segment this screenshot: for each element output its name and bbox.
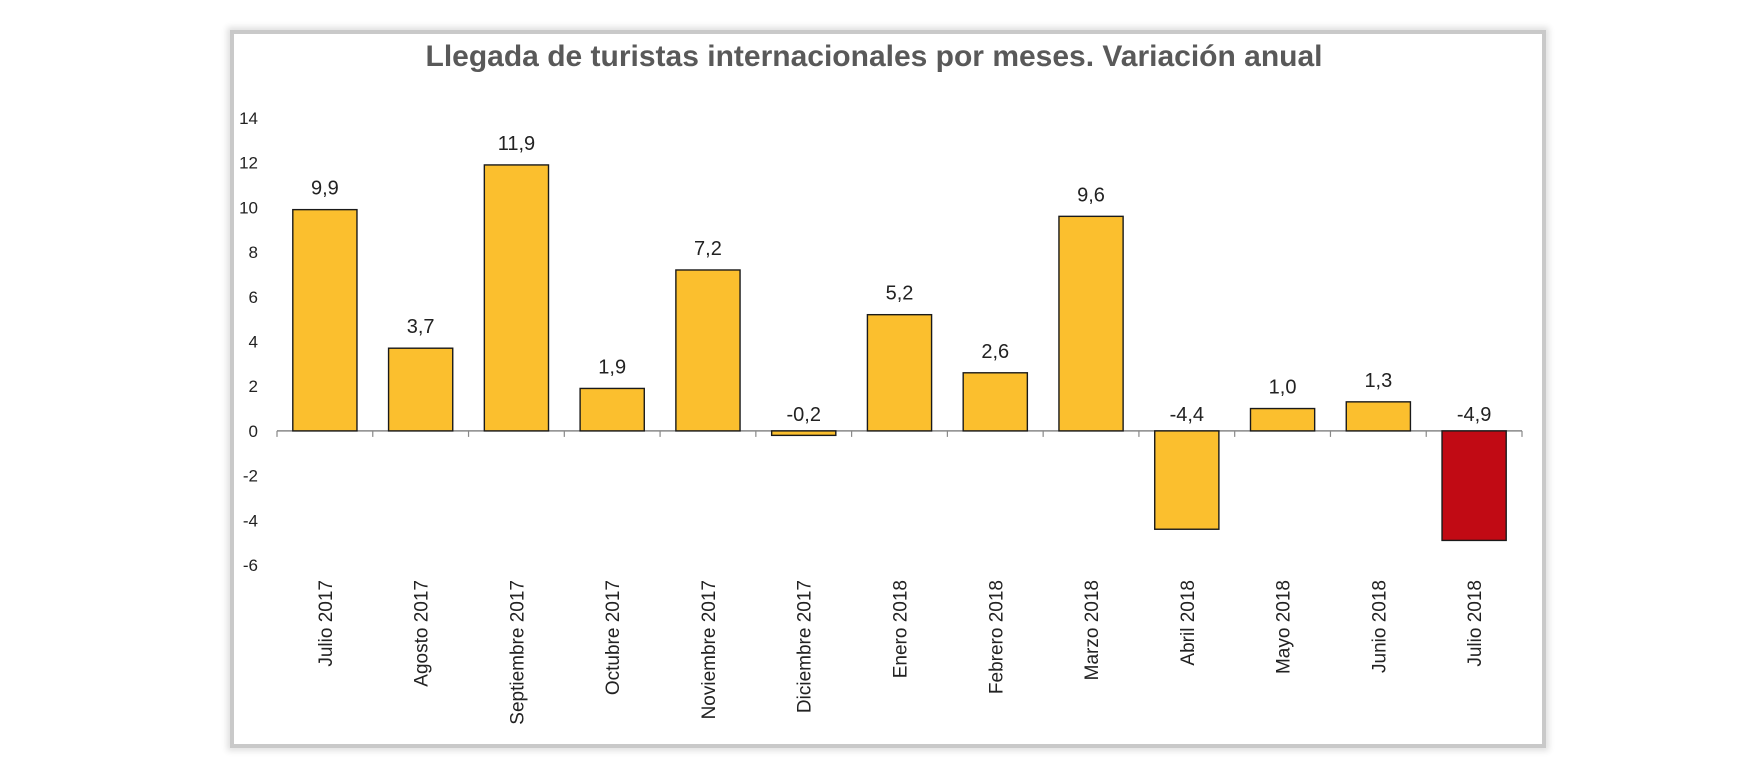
data-label: 5,2 bbox=[886, 283, 914, 305]
bar bbox=[483, 164, 550, 432]
y-tick-label: 0 bbox=[249, 422, 258, 441]
y-tick-label: -6 bbox=[243, 556, 258, 575]
bar bbox=[292, 208, 358, 432]
x-tick-label: Marzo 2018 bbox=[1082, 580, 1103, 680]
x-tick-label: Abril 2018 bbox=[1178, 580, 1199, 666]
bar bbox=[962, 372, 1029, 432]
y-tick-label: 10 bbox=[239, 198, 258, 217]
data-label: 3,7 bbox=[407, 316, 435, 338]
y-tick-label: 14 bbox=[239, 109, 258, 128]
x-tick-label: Enero 2018 bbox=[891, 580, 912, 678]
bar bbox=[1441, 430, 1507, 542]
x-tick-label: Julio 2017 bbox=[316, 580, 337, 667]
data-label: 9,9 bbox=[311, 178, 339, 200]
x-axis bbox=[276, 430, 1523, 437]
y-axis: 14 12 10 8 6 4 2 0 -2 -4 -6 bbox=[239, 109, 258, 575]
data-label: 2,6 bbox=[981, 341, 1009, 363]
y-tick-label: 12 bbox=[239, 154, 258, 173]
data-label: 1,0 bbox=[1269, 377, 1297, 399]
bar bbox=[579, 387, 645, 432]
y-tick-label: 4 bbox=[249, 333, 258, 352]
data-label: 1,3 bbox=[1364, 370, 1392, 392]
x-tick-label: Noviembre 2017 bbox=[699, 580, 720, 719]
data-label: 1,9 bbox=[598, 356, 626, 378]
bar bbox=[1249, 407, 1316, 432]
data-labels: 9,9 3,7 11,9 1,9 7,2 -0,2 5,2 2,6 9,6 -4,4 1,0 1,3 -… bbox=[311, 133, 1491, 426]
y-tick-label: 8 bbox=[249, 243, 258, 262]
bars bbox=[292, 164, 1507, 542]
y-tick-label: 6 bbox=[249, 288, 258, 307]
bar bbox=[770, 430, 837, 437]
x-tick-label: Septiembre 2017 bbox=[507, 580, 528, 725]
bar bbox=[1154, 430, 1220, 530]
data-label: 9,6 bbox=[1077, 184, 1105, 206]
x-tick-label: Julio 2018 bbox=[1465, 580, 1486, 667]
x-tick-label: Junio 2018 bbox=[1369, 580, 1390, 673]
data-label: -0,2 bbox=[786, 404, 820, 426]
bar bbox=[1345, 401, 1412, 432]
x-tick-label: Mayo 2018 bbox=[1274, 580, 1295, 674]
bar bbox=[387, 347, 454, 432]
x-tick-label: Octubre 2017 bbox=[603, 580, 624, 695]
bar bbox=[866, 313, 933, 432]
y-tick-label: -2 bbox=[243, 467, 258, 486]
data-label: -4,9 bbox=[1457, 404, 1491, 426]
x-tick-label: Febrero 2018 bbox=[986, 580, 1007, 694]
data-label: -4,4 bbox=[1170, 404, 1204, 426]
x-tick-label: Diciembre 2017 bbox=[795, 580, 816, 713]
chart-title: Llegada de turistas internacionales por … bbox=[425, 40, 1323, 73]
bar bbox=[675, 269, 741, 432]
x-tick-label: Agosto 2017 bbox=[412, 580, 433, 687]
bar bbox=[1058, 215, 1124, 432]
y-tick-label: 2 bbox=[249, 377, 258, 396]
x-tick-labels: Julio 2017 Agosto 2017 Septiembre 2017 Octu… bbox=[316, 580, 1486, 725]
y-tick-label: -4 bbox=[243, 511, 258, 530]
data-label: 7,2 bbox=[694, 238, 722, 260]
data-label: 11,9 bbox=[498, 133, 535, 155]
